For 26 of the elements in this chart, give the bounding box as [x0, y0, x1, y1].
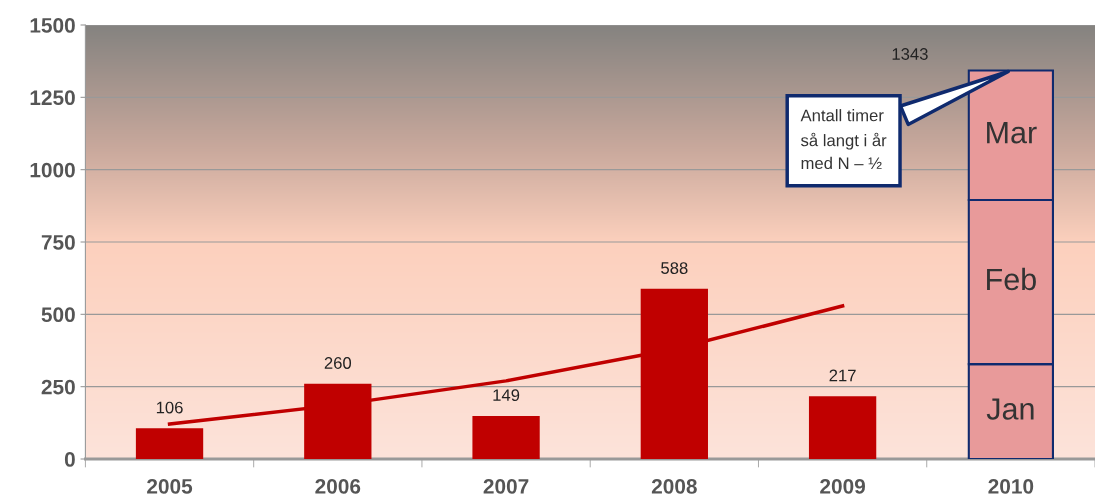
bar: [135, 428, 204, 459]
y-tick-label: 1250: [30, 90, 75, 106]
y-tick-label: 750: [41, 235, 75, 250]
data-label: 217: [829, 369, 856, 382]
series-label: Feb: [987, 267, 1036, 291]
y-tick-label: 1000: [30, 162, 75, 178]
y-tick-label: 500: [41, 307, 75, 323]
x-tick-label: 2006: [315, 478, 361, 494]
data-label: 588: [661, 262, 688, 274]
y-tick-label: 1500: [30, 18, 75, 33]
total-label: 1343: [892, 48, 928, 60]
series-label: Jan: [986, 398, 1034, 420]
x-tick-label: 2010: [988, 478, 1034, 494]
series-label: Mar: [987, 122, 1037, 144]
x-tick-label: 2005: [147, 478, 193, 494]
data-label: 260: [324, 357, 352, 369]
x-tick-label: 2007: [483, 478, 529, 494]
annotation: Antall timer så langt i år med N – ½: [800, 109, 887, 170]
bar: [808, 396, 877, 459]
data-label: 149: [493, 389, 520, 402]
x-tick-label: 2008: [651, 478, 697, 494]
y-tick-label: 250: [41, 379, 75, 395]
data-label: 106: [156, 401, 183, 414]
bar: [472, 415, 540, 459]
x-tick-label: 2009: [820, 478, 866, 494]
y-tick-label: 0: [64, 452, 75, 467]
